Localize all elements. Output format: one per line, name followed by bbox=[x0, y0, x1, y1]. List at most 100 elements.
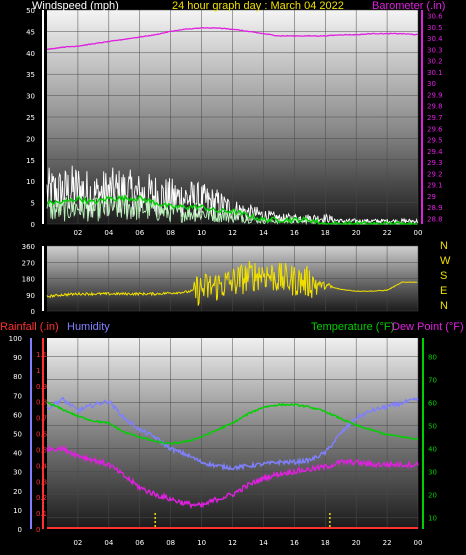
barometer-tick-label: 29.6 bbox=[427, 125, 443, 133]
barometer-tick-label: 28.9 bbox=[427, 204, 443, 212]
compass-label: E bbox=[440, 285, 447, 297]
barometer-line bbox=[46, 26, 419, 50]
wind-x-tick-label: 10 bbox=[197, 229, 206, 237]
wind-x-tick-label: 02 bbox=[73, 229, 82, 237]
climate-x-tick-label: 06 bbox=[135, 539, 144, 547]
humidity-tick-label: 100 bbox=[9, 335, 22, 343]
climate-x-tick-label: 22 bbox=[383, 539, 392, 547]
humidity-tick-label: 10 bbox=[13, 507, 22, 515]
direction-y-tick-label: 180 bbox=[22, 276, 35, 284]
humidity-tick-label: 70 bbox=[13, 392, 22, 400]
barometer-tick-label: 30.6 bbox=[427, 13, 443, 21]
wind-y-tick-label: 5 bbox=[31, 200, 35, 208]
temperature-tick-label: 10 bbox=[428, 514, 437, 522]
humidity-tick-label: 80 bbox=[13, 373, 22, 381]
wind-y-tick-label: 20 bbox=[26, 135, 35, 143]
barometer-tick-label: 29.4 bbox=[427, 148, 443, 156]
barometer-tick-label: 30.1 bbox=[427, 69, 443, 77]
humidity-tick-label: 20 bbox=[13, 488, 22, 496]
rainfall-tick-label: 0.7 bbox=[36, 415, 47, 423]
barometer-tick-label: 29.5 bbox=[427, 137, 443, 145]
barometer-tick-label: 28.8 bbox=[427, 215, 443, 223]
barometer-tick-label: 29.3 bbox=[427, 159, 443, 167]
wind-grid bbox=[47, 9, 419, 225]
barometer-tick-label: 29.2 bbox=[427, 170, 443, 178]
rainfall-tick-label: 0.4 bbox=[36, 462, 48, 470]
climate-x-tick-label: 18 bbox=[321, 539, 330, 547]
wind-series bbox=[46, 26, 419, 226]
temperature-tick-label: 70 bbox=[428, 376, 437, 384]
humidity-tick-label: 90 bbox=[13, 354, 22, 362]
barometer-tick-label: 29 bbox=[427, 193, 436, 201]
wind-x-tick-label: 14 bbox=[259, 229, 268, 237]
compass-label: W bbox=[440, 255, 451, 267]
climate-x-tick-label: 08 bbox=[166, 539, 175, 547]
wind-y-tick-label: 40 bbox=[26, 50, 35, 58]
climate-x-tick-label: 12 bbox=[228, 539, 237, 547]
climate-x-tick-label: 20 bbox=[352, 539, 361, 547]
humidity-tick-label: 40 bbox=[13, 450, 22, 458]
temperature-tick-label: 30 bbox=[428, 468, 437, 476]
wind-y-tick-label: 25 bbox=[26, 114, 35, 122]
direction-series bbox=[46, 260, 418, 306]
wind-y-tick-label: 30 bbox=[26, 93, 35, 101]
rainfall-tick-label: 0.8 bbox=[36, 399, 47, 407]
climate-series bbox=[46, 396, 419, 529]
temperature-tick-label: 50 bbox=[428, 422, 437, 430]
humidity-tick-label: 60 bbox=[13, 411, 22, 419]
humidity-tick-label: 30 bbox=[13, 469, 22, 477]
wind-direction-line bbox=[46, 260, 418, 306]
rainfall-axis-title: Rainfall (.in) bbox=[0, 321, 59, 333]
wind-x-tick-label: 22 bbox=[383, 229, 392, 237]
rainfall-tick-label: 0.5 bbox=[36, 446, 47, 454]
barometer-tick-label: 30.3 bbox=[427, 46, 443, 54]
humidity-line bbox=[46, 396, 419, 472]
rainfall-tick-label: 1 bbox=[36, 367, 40, 375]
wind-average-line bbox=[46, 194, 418, 226]
wind-axes: 0 5 10 15 20 25 30 35 40 45 50 02 04 06 08 10 12 14 16 18 20… bbox=[26, 7, 443, 237]
wind-x-tick-label: 18 bbox=[321, 229, 330, 237]
dewpoint-axis-title: Dew Point (°F) bbox=[392, 321, 464, 333]
barometer-tick-label: 30.4 bbox=[427, 35, 443, 43]
wind-y-tick-label: 50 bbox=[26, 7, 35, 15]
direction-y-tick-label: 360 bbox=[22, 243, 35, 251]
chart-title: 24 hour graph day : March 04 2022 bbox=[172, 0, 344, 12]
climate-x-tick-label: 10 bbox=[197, 539, 206, 547]
rainfall-tick-label: 0.1 bbox=[36, 510, 47, 518]
wind-x-tick-label: 04 bbox=[104, 229, 113, 237]
rainfall-tick-label: 0.6 bbox=[36, 431, 48, 439]
rainfall-tick-label: 0.9 bbox=[36, 383, 47, 391]
dewpoint-line bbox=[46, 444, 419, 510]
temperature-line bbox=[46, 401, 419, 446]
wind-y-tick-label: 35 bbox=[26, 71, 35, 79]
climate-x-tick-label: 02 bbox=[73, 539, 82, 547]
climate-x-tick-label: 00 bbox=[414, 539, 423, 547]
rainfall-tick-label: 0.2 bbox=[36, 494, 47, 502]
wind-x-tick-label: 00 bbox=[414, 229, 423, 237]
rainfall-tick-label: 0 bbox=[36, 526, 40, 534]
rainfall-tick-label: 1.1 bbox=[36, 351, 47, 359]
temperature-tick-label: 80 bbox=[428, 353, 437, 361]
wind-y-tick-label: 10 bbox=[26, 178, 35, 186]
barometer-tick-label: 30 bbox=[427, 80, 436, 88]
climate-x-tick-label: 16 bbox=[290, 539, 299, 547]
climate-x-tick-label: 04 bbox=[104, 539, 113, 547]
direction-y-tick-label: 270 bbox=[22, 259, 35, 267]
humidity-tick-label: 0 bbox=[18, 526, 22, 534]
barometer-tick-label: 30.2 bbox=[427, 58, 443, 66]
wind-y-tick-label: 15 bbox=[26, 157, 35, 165]
temperature-axis-title: Temperature (°F) bbox=[311, 321, 394, 333]
temperature-tick-label: 60 bbox=[428, 399, 437, 407]
direction-grid bbox=[47, 245, 419, 312]
barometer-tick-label: 29.7 bbox=[427, 114, 443, 122]
barometer-tick-label: 29.8 bbox=[427, 103, 443, 111]
wind-y-tick-label: 0 bbox=[31, 221, 35, 229]
compass-label: N bbox=[440, 300, 448, 312]
barometer-tick-label: 29.9 bbox=[427, 91, 443, 99]
climate-x-tick-label: 14 bbox=[259, 539, 268, 547]
direction-axes: 0 90 180 270 360 bbox=[22, 243, 44, 316]
barometer-tick-label: 29.1 bbox=[427, 182, 443, 190]
humidity-tick-label: 50 bbox=[13, 431, 22, 439]
